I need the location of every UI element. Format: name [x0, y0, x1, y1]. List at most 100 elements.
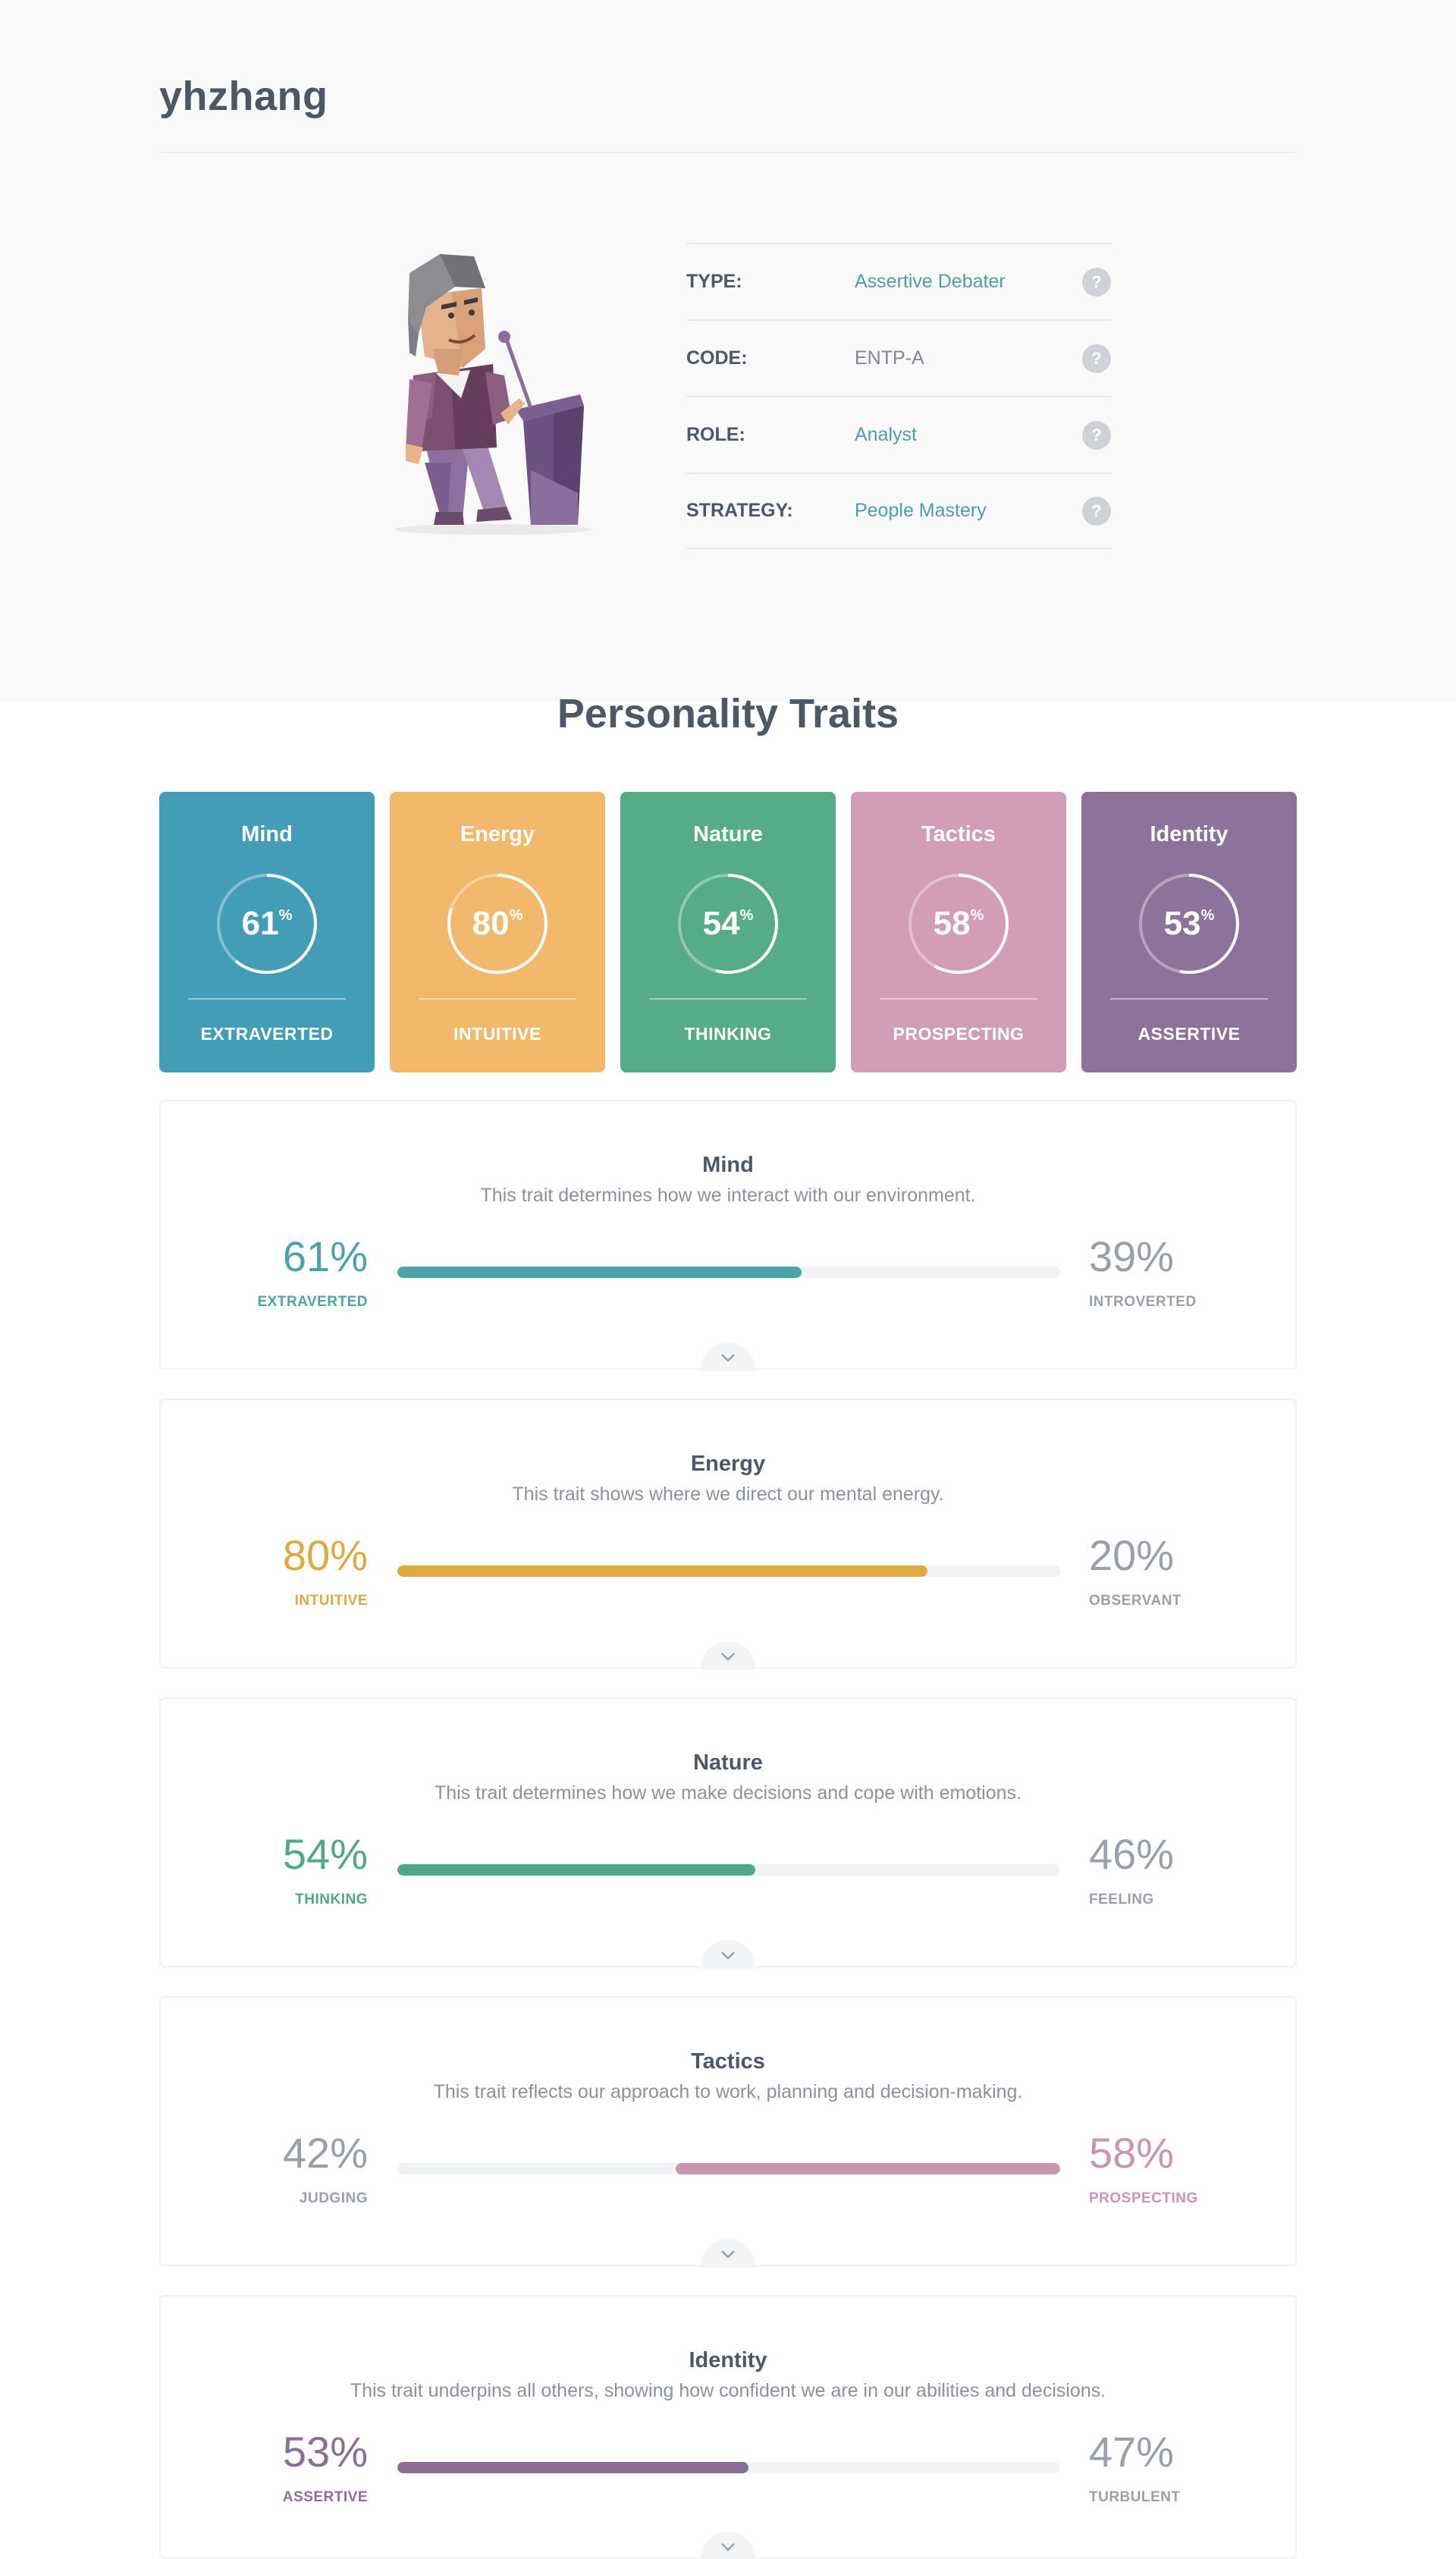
strategy-link[interactable]: People Mastery [855, 500, 987, 521]
trait-bar-fill [676, 2163, 1060, 2174]
card-trait: INTUITIVE [453, 1024, 541, 1044]
info-row-strategy: STRATEGY: People Mastery ? [686, 473, 1111, 549]
card-value: 80 [472, 905, 510, 942]
card-value: 53 [1163, 905, 1201, 942]
card-title: Tactics [921, 822, 996, 846]
progress-ring [447, 874, 548, 974]
panel-title: Mind [702, 1153, 754, 1177]
panel-description: This trait determines how we interact wi… [480, 1185, 976, 1206]
expand-button[interactable] [701, 1342, 755, 1371]
chevron-down-icon [721, 1951, 735, 1960]
card-title: Nature [693, 822, 763, 846]
panel-title: Identity [689, 2348, 767, 2372]
card-title: Identity [1150, 822, 1228, 846]
card-value: 58 [933, 905, 971, 942]
expand-button[interactable] [701, 2532, 755, 2559]
expand-button[interactable] [701, 1641, 755, 1670]
left-percent: 54% [282, 1830, 368, 1878]
info-label: ROLE: [686, 424, 745, 445]
card-divider [880, 998, 1037, 1000]
info-row-role: ROLE: Analyst ? [686, 396, 1111, 473]
trait-panel-nature: Nature This trait determines how we make… [159, 1697, 1297, 1969]
left-label: INTUITIVE [294, 1593, 368, 1609]
expand-button[interactable] [701, 1940, 755, 1969]
card-percent: 54% [676, 872, 780, 975]
trait-panel-identity: Identity This trait underpins all others… [159, 2295, 1297, 2559]
info-label: CODE: [686, 347, 748, 369]
left-label: JUDGING [299, 2190, 368, 2206]
card-divider [649, 998, 807, 1000]
expand-button[interactable] [701, 2239, 755, 2268]
trait-bar-fill [397, 1267, 802, 1278]
percent-sign: % [970, 906, 984, 924]
question-mark-icon[interactable]: ? [1082, 496, 1111, 526]
percent-sign: % [509, 906, 523, 924]
header-zigzag-divider [0, 637, 1456, 698]
chevron-down-icon [721, 2250, 735, 2259]
trait-cards: Mind 61% EXTRAVERTED Energy 80% INTUITIV… [159, 792, 1297, 1072]
trait-bar-fill [397, 2462, 749, 2473]
card-trait: THINKING [684, 1024, 772, 1044]
debater-character-illustration [394, 254, 592, 535]
right-label: PROSPECTING [1089, 2190, 1198, 2206]
card-divider [1110, 998, 1268, 1000]
chevron-down-icon [721, 1653, 735, 1661]
progress-ring [1139, 874, 1239, 974]
info-label: TYPE: [686, 271, 742, 292]
progress-ring [217, 874, 317, 974]
card-percent: 61% [215, 872, 318, 975]
trait-panel-energy: Energy This trait shows where we direct … [159, 1399, 1297, 1670]
trait-bar [397, 1267, 1060, 1278]
right-percent: 46% [1089, 1830, 1175, 1878]
section-title: Personality Traits [557, 691, 899, 736]
trait-card-nature[interactable]: Nature 54% THINKING [620, 792, 836, 1072]
right-label: FEELING [1089, 1892, 1154, 1907]
right-percent: 20% [1089, 1531, 1175, 1579]
trait-card-tactics[interactable]: Tactics 58% PROSPECTING [851, 792, 1066, 1072]
card-value: 54 [702, 905, 740, 942]
trait-card-energy[interactable]: Energy 80% INTUITIVE [390, 792, 605, 1072]
left-label: EXTRAVERTED [257, 1294, 368, 1310]
right-percent: 47% [1089, 2428, 1175, 2476]
question-mark-icon[interactable]: ? [1082, 267, 1111, 297]
info-label: STRATEGY: [686, 500, 793, 521]
left-label: THINKING [295, 1892, 368, 1907]
card-trait: EXTRAVERTED [200, 1024, 334, 1044]
info-row-type: TYPE: Assertive Debater ? [686, 243, 1111, 319]
percent-sign: % [278, 906, 293, 924]
question-mark-icon[interactable]: ? [1082, 344, 1111, 373]
progress-ring [678, 874, 778, 974]
type-link[interactable]: Assertive Debater [855, 271, 1006, 292]
profile-info-table: TYPE: Assertive Debater ? CODE: ENTP-A ?… [686, 243, 1111, 549]
card-trait: ASSERTIVE [1138, 1024, 1241, 1044]
chevron-down-icon [721, 1354, 735, 1362]
trait-bar [397, 2163, 1060, 2174]
left-percent: 61% [282, 1232, 368, 1280]
header-divider [159, 152, 1297, 153]
question-mark-icon[interactable]: ? [1082, 420, 1111, 450]
card-percent: 58% [907, 872, 1010, 975]
left-label: ASSERTIVE [282, 2489, 368, 2505]
code-value: ENTP-A [855, 347, 924, 369]
left-percent: 80% [282, 1531, 368, 1579]
trait-card-mind[interactable]: Mind 61% EXTRAVERTED [159, 792, 375, 1072]
card-percent: 80% [446, 872, 549, 975]
panel-description: This trait shows where we direct our men… [512, 1484, 944, 1505]
username: yhzhang [159, 74, 328, 119]
panel-title: Tactics [691, 2049, 765, 2074]
trait-panel-mind: Mind This trait determines how we intera… [159, 1100, 1297, 1371]
trait-bar-fill [397, 1864, 755, 1876]
trait-bar [397, 2462, 1060, 2473]
card-title: Mind [241, 822, 293, 846]
role-link[interactable]: Analyst [855, 424, 917, 445]
panel-title: Energy [690, 1452, 766, 1476]
right-percent: 58% [1089, 2129, 1175, 2177]
trait-panel-tactics: Tactics This trait reflects our approach… [159, 1996, 1297, 2268]
info-row-code: CODE: ENTP-A ? [686, 319, 1111, 396]
panel-description: This trait reflects our approach to work… [433, 2081, 1023, 2102]
panel-description: This trait underpins all others, showing… [350, 2380, 1106, 2401]
trait-card-identity[interactable]: Identity 53% ASSERTIVE [1081, 792, 1297, 1072]
right-label: INTROVERTED [1089, 1294, 1197, 1310]
left-percent: 53% [282, 2428, 368, 2476]
card-trait: PROSPECTING [893, 1024, 1025, 1044]
